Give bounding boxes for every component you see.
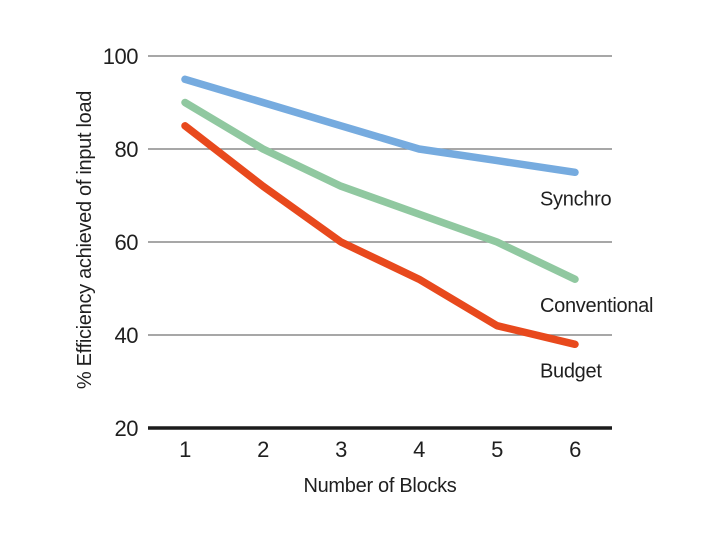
- y-axis-title: % Efficiency achieved of input load: [74, 90, 96, 390]
- y-tick-label-20: 20: [115, 416, 139, 441]
- x-tick-label-3: 3: [335, 437, 347, 462]
- x-tick-label-4: 4: [413, 437, 425, 462]
- y-tick-label-100: 100: [103, 44, 138, 69]
- series-line-budget: [181, 122, 579, 349]
- x-axis-title: Number of Blocks: [303, 475, 457, 497]
- x-tick-label-5: 5: [491, 437, 503, 462]
- series-label-budget: Budget: [540, 360, 602, 382]
- x-tick-label-1: 1: [179, 437, 191, 462]
- y-tick-label-40: 40: [115, 323, 139, 348]
- series-line-synchro: [181, 75, 579, 177]
- series-line-conventional: [181, 98, 579, 283]
- x-tick-label-2: 2: [257, 437, 269, 462]
- y-tick-label-60: 60: [115, 230, 139, 255]
- series-label-synchro: Synchro: [540, 188, 611, 210]
- x-tick-label-6: 6: [569, 437, 581, 462]
- y-tick-label-80: 80: [115, 137, 139, 162]
- series-label-conventional: Conventional: [540, 295, 653, 317]
